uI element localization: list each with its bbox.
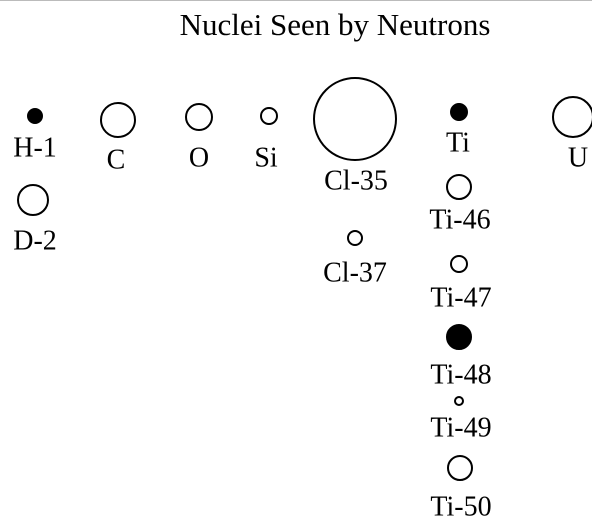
nucleus	[552, 96, 592, 138]
nucleus	[17, 184, 49, 216]
nucleus	[347, 230, 363, 246]
title: Nuclei Seen by Neutrons	[180, 7, 491, 42]
nucleus-label: Ti-46	[429, 204, 490, 235]
nucleus	[450, 255, 468, 273]
nucleus	[447, 455, 473, 481]
nucleus-label: Cl-37	[323, 257, 387, 288]
nucleus	[27, 108, 43, 124]
nucleus	[260, 107, 278, 125]
nucleus	[446, 324, 472, 350]
nucleus-label: C	[107, 144, 126, 175]
nucleus-label: D-2	[13, 225, 57, 256]
nucleus	[454, 396, 464, 406]
nucleus	[100, 102, 136, 138]
nucleus-label: Ti-49	[430, 412, 491, 443]
nucleus-label: O	[189, 142, 209, 173]
nucleus-label: Ti-48	[430, 359, 491, 390]
nucleus	[446, 174, 472, 200]
nucleus-label: Si	[254, 142, 278, 173]
nucleus	[450, 103, 468, 121]
nucleus-label: Cl-35	[324, 165, 388, 196]
nucleus	[185, 103, 213, 131]
nucleus-label: Ti-50	[430, 491, 491, 522]
nucleus-label: Ti-47	[430, 282, 491, 313]
nucleus	[313, 77, 397, 161]
nucleus-label: U	[568, 142, 588, 173]
nucleus-label: Ti	[446, 127, 470, 158]
nucleus-label: H-1	[13, 132, 57, 163]
